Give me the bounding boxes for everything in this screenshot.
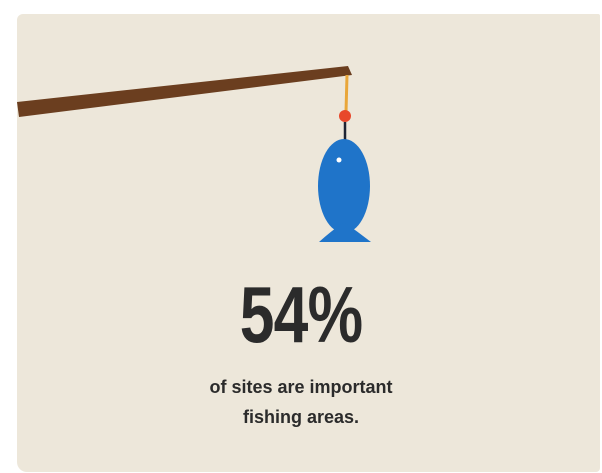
- stat-percentage: 54%: [239, 270, 363, 359]
- bobber-icon: [339, 110, 351, 122]
- fishing-rod-icon: [17, 66, 352, 117]
- fish-icon: [318, 139, 371, 242]
- caption-line-1: of sites are important: [209, 377, 393, 397]
- infographic-card: [17, 14, 600, 472]
- stat-caption: of sites are important fishing areas.: [0, 372, 602, 432]
- fishing-line: [344, 74, 349, 113]
- caption-line-2: fishing areas.: [242, 407, 360, 427]
